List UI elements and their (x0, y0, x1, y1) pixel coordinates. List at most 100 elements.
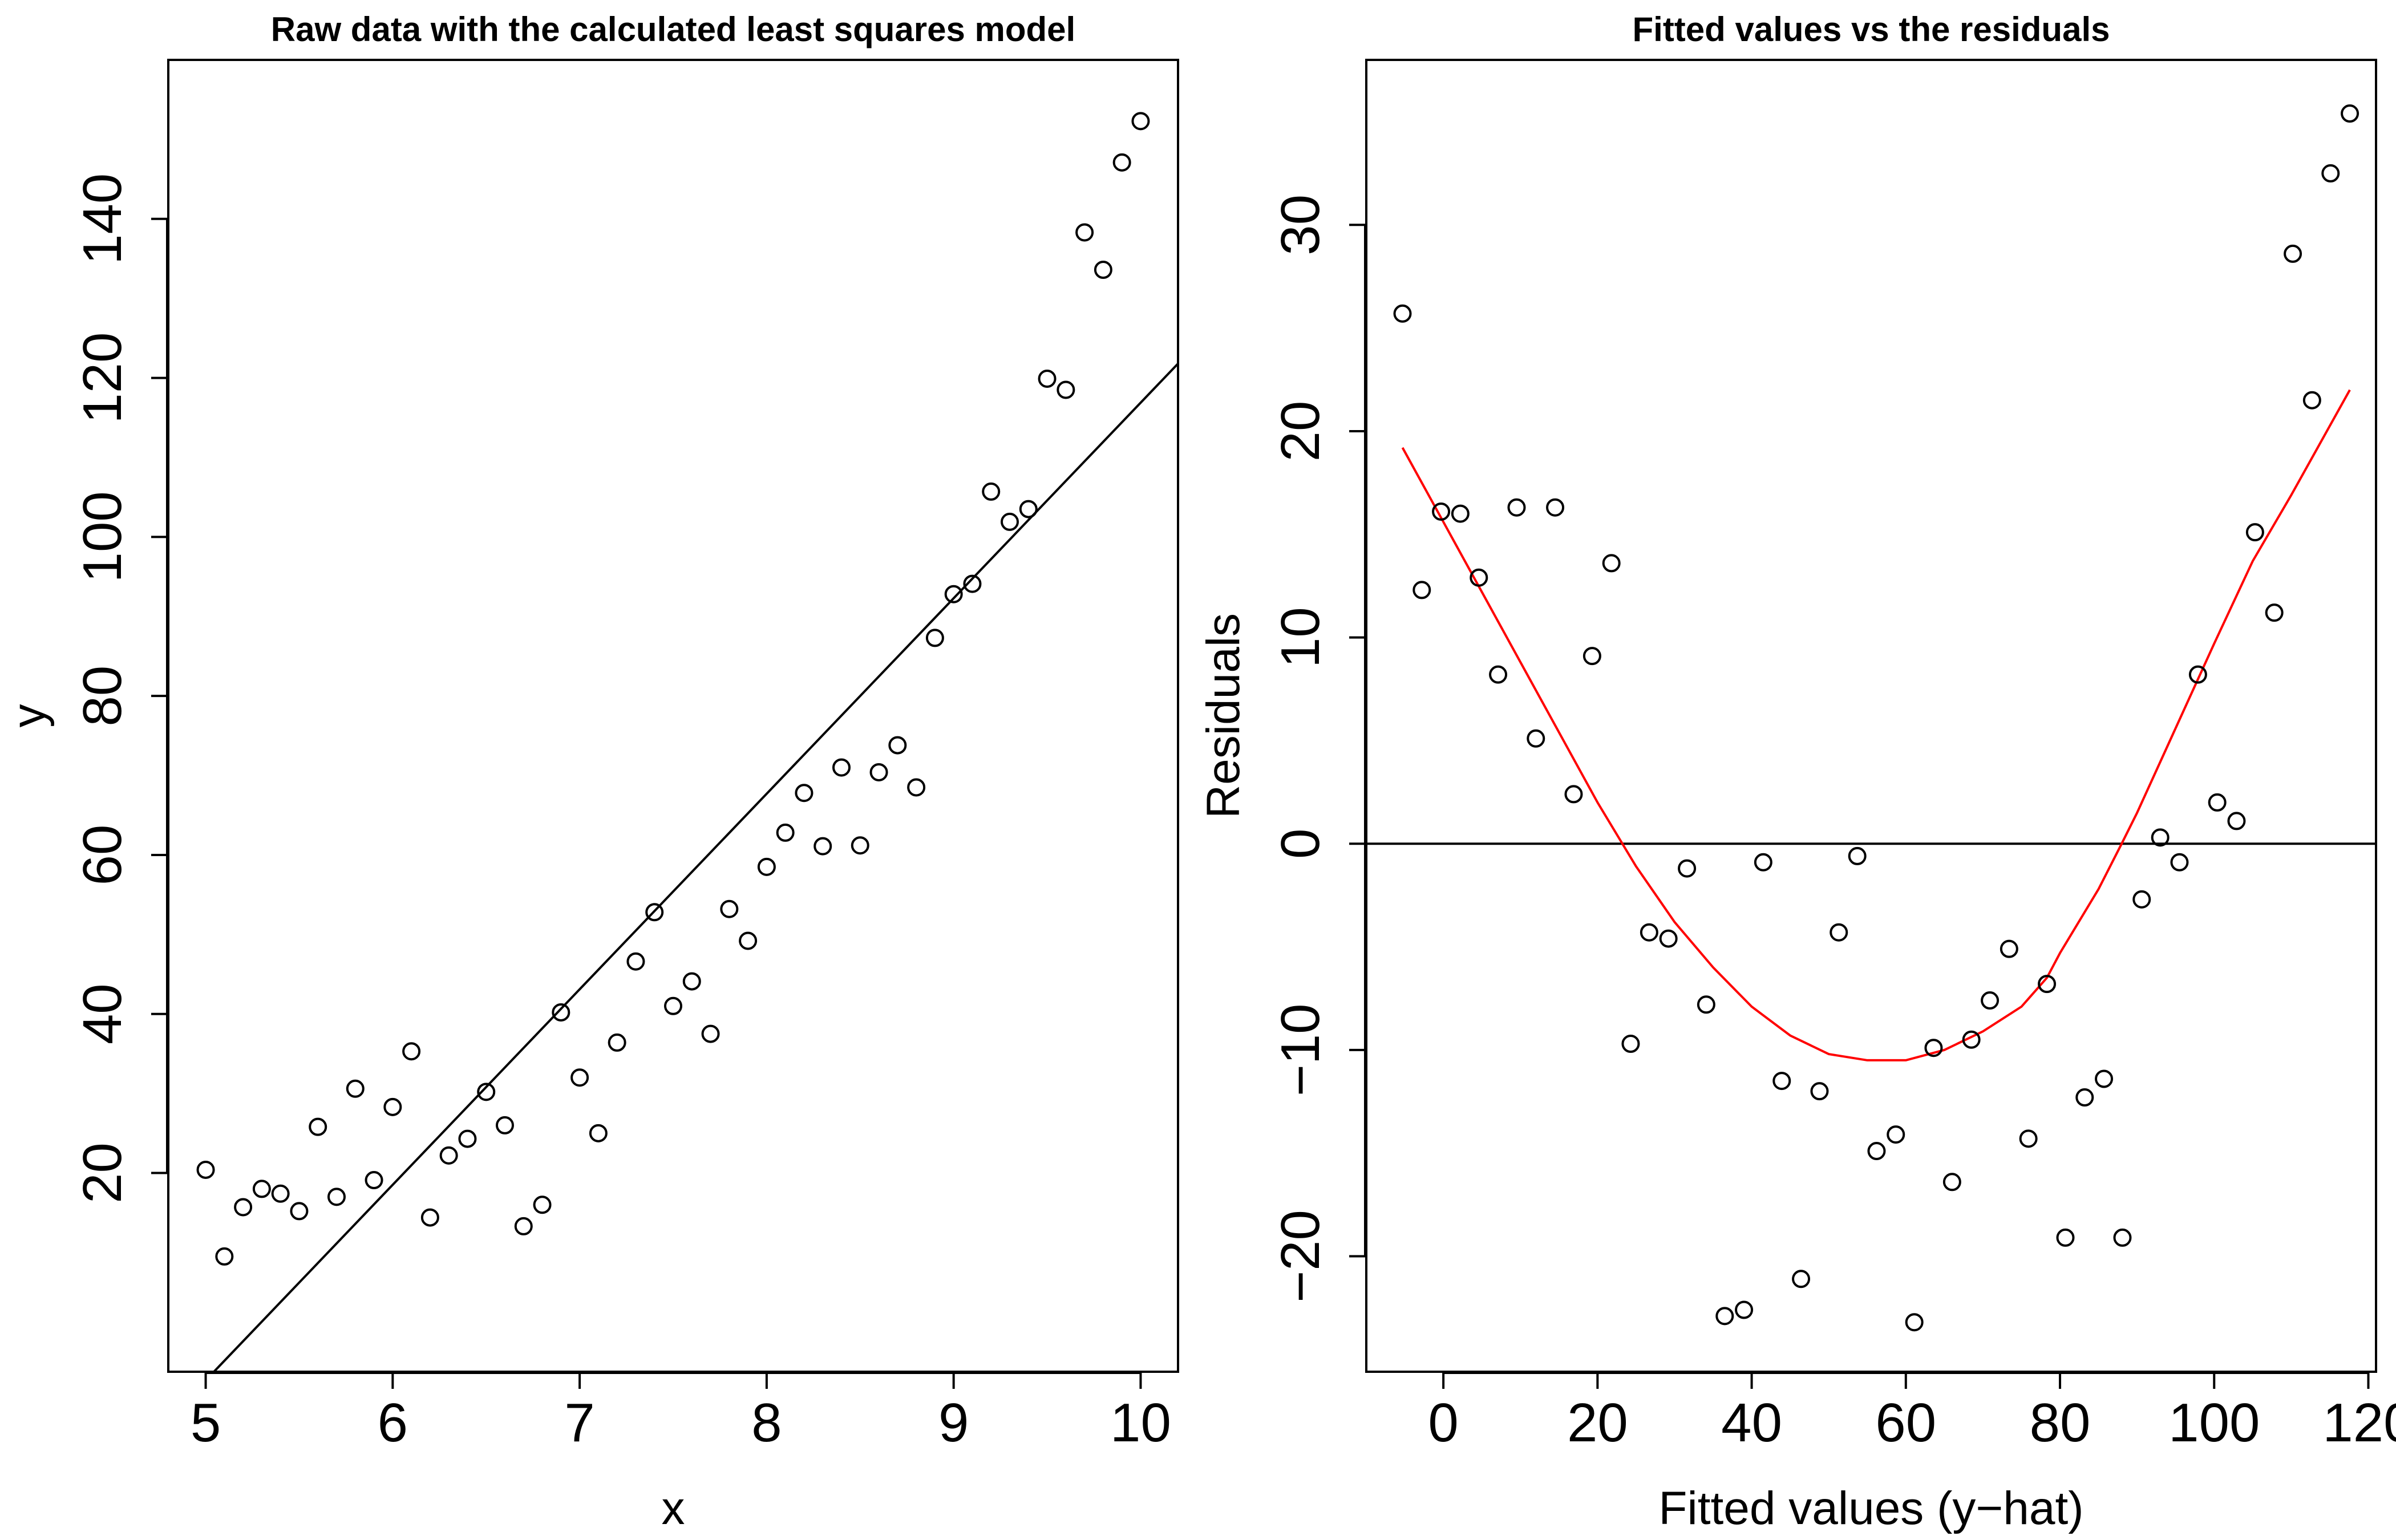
data-point (907, 778, 926, 797)
data-point (2075, 1088, 2094, 1107)
y-tick-label: 10 (1270, 607, 1331, 668)
data-point (1451, 504, 1470, 523)
right-panel: Fitted values vs the residuals 0 20 40 60 80… (1197, 10, 2396, 1534)
data-point (1489, 665, 1508, 684)
data-point (1981, 991, 2000, 1010)
y-tick-label: 80 (72, 666, 133, 727)
y-tick-label: 20 (72, 1142, 133, 1203)
data-point (252, 1180, 271, 1198)
data-point (234, 1198, 253, 1217)
data-point (365, 1171, 383, 1190)
data-point (2019, 1129, 2038, 1148)
data-point (1038, 369, 1057, 388)
data-point (869, 763, 888, 781)
data-point (402, 1042, 421, 1061)
data-point (589, 1124, 608, 1142)
data-point (1001, 512, 1019, 531)
data-point (1962, 1030, 1981, 1049)
data-point (1112, 153, 1131, 172)
right-plot-frame (1365, 59, 2377, 1373)
data-point (1715, 1307, 1734, 1326)
y-tick-label: 0 (1270, 829, 1331, 859)
left-plot-frame (167, 59, 1179, 1373)
data-point (925, 629, 944, 647)
data-point (2000, 939, 2018, 958)
data-point (215, 1247, 234, 1266)
data-point (832, 758, 851, 777)
data-point (346, 1079, 365, 1098)
left-y-axis: 20 40 60 80 100 120 140 (72, 173, 168, 1203)
data-point (1057, 380, 1075, 399)
data-point (1527, 729, 1545, 748)
y-tick-label: 120 (72, 332, 133, 423)
data-point (1887, 1125, 1905, 1144)
x-tick-label: 5 (191, 1392, 221, 1453)
data-point (1830, 923, 1848, 942)
data-point (2227, 812, 2246, 830)
data-point (1564, 785, 1583, 804)
y-tick-label: −20 (1270, 1210, 1331, 1303)
data-point (888, 736, 907, 755)
data-point (477, 1083, 496, 1101)
x-tick-label: 40 (1721, 1392, 1782, 1453)
data-point (514, 1217, 533, 1235)
data-point (1432, 502, 1451, 521)
data-point (2321, 164, 2340, 183)
right-x-axis: 0 20 40 60 80 100 120 (1428, 1372, 2396, 1453)
data-point (1075, 223, 1094, 242)
data-point (2265, 603, 2284, 622)
data-point (2038, 975, 2057, 994)
data-point (1019, 500, 1038, 518)
data-point (1470, 568, 1488, 587)
data-point (2056, 1228, 2075, 1247)
data-point (1094, 261, 1112, 279)
data-point (2095, 1069, 2114, 1088)
x-tick-label: 20 (1567, 1392, 1628, 1453)
data-point (795, 784, 813, 803)
left-panel: Raw data with the calculated least squar… (3, 10, 1179, 1534)
data-point (1412, 581, 1431, 599)
data-point (1754, 853, 1772, 872)
y-tick-label: 60 (72, 825, 133, 886)
least-squares-line (213, 363, 1179, 1373)
data-point (309, 1117, 327, 1136)
data-point (2151, 828, 2170, 847)
data-point (1393, 304, 1412, 323)
data-point (1905, 1313, 1924, 1332)
y-tick-label: 40 (72, 983, 133, 1044)
data-point (439, 1146, 458, 1165)
data-point (626, 952, 645, 971)
data-point (701, 1024, 720, 1043)
data-point (1867, 1142, 1886, 1161)
data-point (1772, 1072, 1791, 1091)
right-y-axis: −20 −10 0 10 20 30 (1270, 194, 1366, 1303)
y-tick-label: −10 (1270, 1003, 1331, 1096)
left-points-group (196, 112, 1150, 1266)
data-point (570, 1068, 589, 1087)
data-point (496, 1116, 514, 1134)
x-tick-label: 8 (751, 1392, 782, 1453)
x-tick-label: 100 (2168, 1392, 2260, 1453)
data-point (420, 1208, 439, 1227)
data-point (682, 972, 701, 991)
data-point (1546, 498, 1565, 517)
data-point (2341, 104, 2359, 123)
data-point (1810, 1082, 1829, 1101)
data-point (813, 837, 832, 856)
x-tick-label: 6 (378, 1392, 408, 1453)
data-point (271, 1184, 290, 1203)
x-tick-label: 120 (2322, 1392, 2396, 1453)
data-point (2170, 853, 2189, 872)
x-tick-label: 80 (2030, 1392, 2091, 1453)
data-point (1583, 647, 1601, 666)
x-tick-label: 7 (564, 1392, 594, 1453)
data-point (1602, 554, 1621, 573)
data-point (1924, 1039, 1943, 1057)
data-point (851, 836, 869, 855)
data-point (552, 1003, 570, 1022)
y-tick-label: 20 (1270, 401, 1331, 462)
x-tick-label: 0 (1428, 1392, 1458, 1453)
data-point (1507, 498, 1526, 517)
left-chart-title: Raw data with the calculated least squar… (271, 10, 1075, 48)
data-point (2245, 523, 2264, 542)
